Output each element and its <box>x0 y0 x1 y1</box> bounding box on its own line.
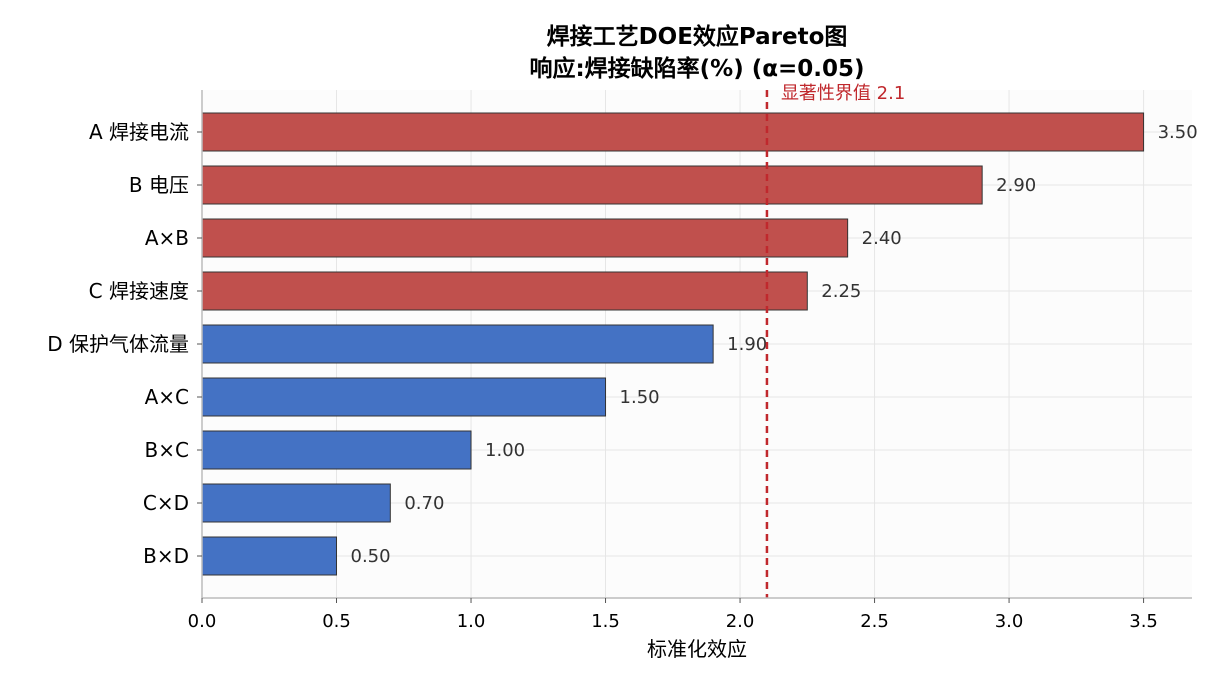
axes <box>197 90 1192 603</box>
bar-value-label: 1.90 <box>727 334 767 355</box>
y-tick-label: A 焊接电流 <box>89 120 189 144</box>
y-tick-labels: A 焊接电流 B 电压 A×B C 焊接速度 D 保护气体流量 A×C B×C C×D B×D <box>47 120 189 568</box>
bar-value-label: 3.50 <box>1158 122 1198 143</box>
bar-value-label: 2.25 <box>821 281 861 302</box>
x-tick-label: 3.0 <box>995 611 1024 632</box>
bar <box>201 430 472 470</box>
x-tick-label: 0.0 <box>188 611 217 632</box>
y-tick-label: B 电压 <box>129 173 189 197</box>
threshold: 显著性界值 2.1 <box>765 83 905 598</box>
bar <box>201 536 338 576</box>
y-tick-label: C×D <box>143 491 189 515</box>
bar-value-label: 2.90 <box>996 175 1036 196</box>
value-labels: 3.50 2.90 2.40 2.25 1.90 1.50 1.00 0.70 0.50 <box>351 122 1198 567</box>
y-tick-label: B×C <box>145 438 189 462</box>
y-tick-label: A×B <box>145 226 189 250</box>
bar <box>201 324 714 364</box>
bar-value-label: 1.00 <box>485 440 525 461</box>
y-tick-label: C 焊接速度 <box>89 279 189 303</box>
bar <box>201 218 849 258</box>
y-tick-label: D 保护气体流量 <box>47 332 189 356</box>
x-tick-label: 1.5 <box>591 611 620 632</box>
bar-value-label: 1.50 <box>620 387 660 408</box>
x-tick-label: 1.0 <box>457 611 486 632</box>
x-axis-label: 标准化效应 <box>647 637 747 661</box>
y-tick-label: B×D <box>143 544 189 568</box>
x-tick-label: 3.5 <box>1129 611 1158 632</box>
bar <box>201 165 983 205</box>
x-tick-label: 2.0 <box>726 611 755 632</box>
x-tick-label: 2.5 <box>860 611 889 632</box>
bar-value-label: 2.40 <box>862 228 902 249</box>
y-tick-label: A×C <box>145 385 189 409</box>
chart-title: 焊接工艺DOE效应Pareto图 <box>547 23 848 50</box>
bar <box>201 112 1145 152</box>
bar <box>201 271 808 311</box>
bar <box>201 377 607 417</box>
bars <box>201 112 1145 576</box>
x-tick-labels: 0.0 0.5 1.0 1.5 2.0 2.5 3.0 3.5 <box>188 611 1158 632</box>
bar-value-label: 0.50 <box>351 546 391 567</box>
chart-subtitle: 响应:焊接缺陷率(%) (α=0.05) <box>529 55 864 82</box>
bar <box>201 483 391 523</box>
bar-value-label: 0.70 <box>404 493 444 514</box>
threshold-label: 显著性界值 2.1 <box>781 83 905 104</box>
x-tick-label: 0.5 <box>322 611 351 632</box>
